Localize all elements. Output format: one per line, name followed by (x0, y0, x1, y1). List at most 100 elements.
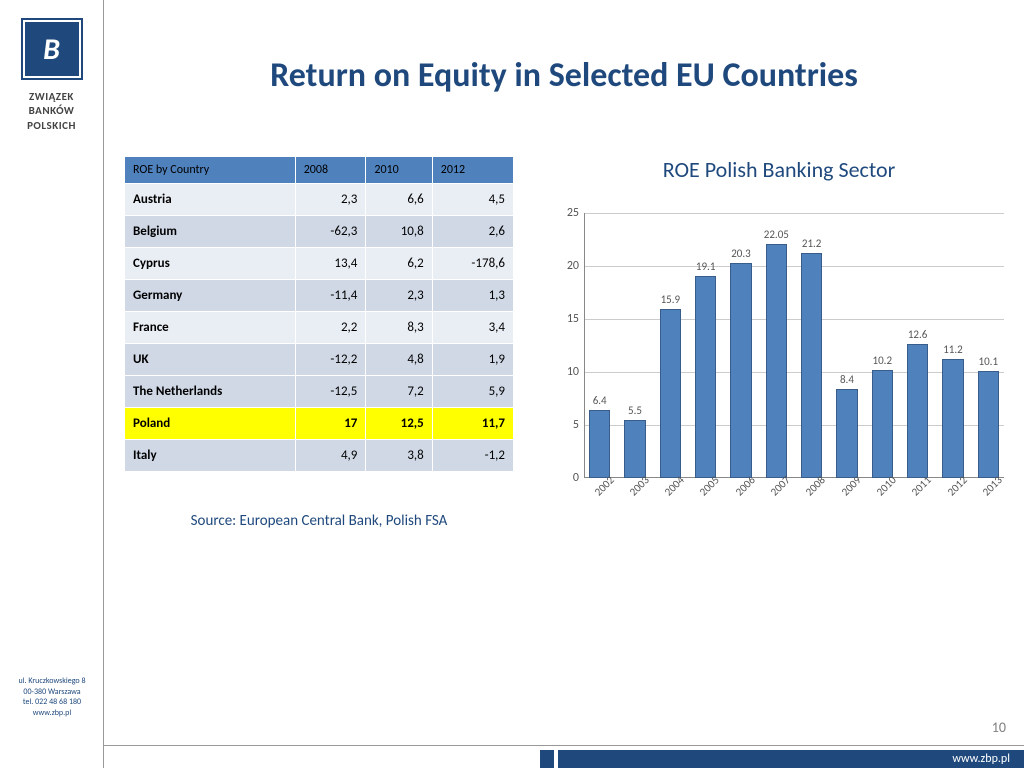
bar-value-label: 19.1 (696, 260, 716, 273)
bar-value-label: 11.2 (943, 343, 963, 356)
value-cell: -178,6 (432, 248, 513, 280)
country-cell: Belgium (125, 216, 296, 248)
bar-rect (801, 253, 822, 478)
table-row: UK-12,24,81,9 (125, 344, 514, 376)
table-header-cell: 2010 (366, 157, 432, 184)
bar-value-label: 22.05 (764, 228, 789, 241)
table-row: Belgium-62,310,82,6 (125, 216, 514, 248)
bar: 15.92004 (655, 213, 686, 478)
bar-rect (589, 410, 610, 478)
chart-title: ROE Polish Banking Sector (544, 156, 1014, 183)
bar-value-label: 6.4 (593, 394, 607, 407)
country-cell: The Netherlands (125, 376, 296, 408)
page-title: Return on Equity in Selected EU Countrie… (114, 55, 1014, 96)
chart-area: ROE Polish Banking Sector 6.420025.52003… (544, 156, 1014, 530)
value-cell: 1,3 (432, 280, 513, 312)
y-axis-label: 15 (544, 312, 579, 326)
bar-rect (766, 244, 787, 478)
bar: 5.52003 (619, 213, 650, 478)
table-row: The Netherlands-12,57,25,9 (125, 376, 514, 408)
value-cell: 2,2 (295, 312, 366, 344)
country-cell: Germany (125, 280, 296, 312)
roe-bar-chart: 6.420025.5200315.9200419.1200520.3200622… (544, 203, 1014, 523)
address-block: ul. Kruczkowskiego 8 00-380 Warszawa tel… (0, 676, 104, 718)
value-cell: 10,8 (366, 216, 432, 248)
value-cell: -62,3 (295, 216, 366, 248)
bar-rect (695, 276, 716, 478)
address-line: tel. 022 48 68 180 (0, 697, 104, 707)
value-cell: 2,3 (366, 280, 432, 312)
address-line: 00-380 Warszawa (0, 687, 104, 697)
bar: 10.22010 (867, 213, 898, 478)
value-cell: 8,3 (366, 312, 432, 344)
table-header-cell: 2012 (432, 157, 513, 184)
country-cell: Cyprus (125, 248, 296, 280)
table-header-cell: ROE by Country (125, 157, 296, 184)
value-cell: 17 (295, 408, 366, 440)
y-axis-label: 10 (544, 365, 579, 379)
bar-value-label: 10.2 (873, 354, 893, 367)
bar-rect (872, 370, 893, 478)
table-row: Austria2,36,64,5 (125, 184, 514, 216)
country-cell: France (125, 312, 296, 344)
y-axis-label: 0 (544, 471, 579, 485)
bar-value-label: 8.4 (840, 373, 854, 386)
bar-rect (978, 371, 999, 478)
sidebar: Β ZWIĄZEK BANKÓW POLSKICH ul. Kruczkowsk… (0, 0, 104, 768)
value-cell: 7,2 (366, 376, 432, 408)
bar: 6.42002 (584, 213, 615, 478)
source-text: Source: European Central Bank, Polish FS… (124, 512, 514, 530)
roe-table: ROE by Country200820102012 Austria2,36,6… (124, 156, 514, 472)
bar: 12.62011 (902, 213, 933, 478)
bar-rect (624, 420, 645, 478)
footer-divider (104, 745, 1024, 746)
page-number: 10 (992, 719, 1006, 736)
footer-url: www.zbp.pl (952, 752, 1010, 766)
bar-rect (942, 359, 963, 478)
value-cell: 6,2 (366, 248, 432, 280)
bar-value-label: 15.9 (661, 293, 681, 306)
value-cell: -11,4 (295, 280, 366, 312)
value-cell: -12,2 (295, 344, 366, 376)
table-row: Italy4,93,8-1,2 (125, 440, 514, 472)
bar-value-label: 21.2 (802, 237, 822, 250)
value-cell: 12,5 (366, 408, 432, 440)
y-axis-label: 5 (544, 418, 579, 432)
bar-value-label: 5.5 (628, 404, 642, 417)
bar: 8.42009 (831, 213, 862, 478)
bar-rect (907, 344, 928, 478)
value-cell: 11,7 (432, 408, 513, 440)
value-cell: 4,9 (295, 440, 366, 472)
org-line: BANKÓW (0, 104, 103, 118)
bar: 21.22008 (796, 213, 827, 478)
value-cell: 6,6 (366, 184, 432, 216)
table-row: Cyprus13,46,2-178,6 (125, 248, 514, 280)
country-cell: UK (125, 344, 296, 376)
country-cell: Austria (125, 184, 296, 216)
table-row: Germany-11,42,31,3 (125, 280, 514, 312)
country-cell: Italy (125, 440, 296, 472)
value-cell: 2,6 (432, 216, 513, 248)
bar: 19.12005 (690, 213, 721, 478)
y-axis-label: 20 (544, 259, 579, 273)
bar-rect (730, 263, 751, 478)
bar: 22.052007 (761, 213, 792, 478)
bar-value-label: 20.3 (731, 247, 751, 260)
footer-bar: www.zbp.pl (564, 750, 1024, 768)
main-content: Return on Equity in Selected EU Countrie… (104, 0, 1024, 768)
address-line: www.zbp.pl (0, 708, 104, 718)
org-line: ZWIĄZEK (0, 90, 103, 104)
table-row: Poland1712,511,7 (125, 408, 514, 440)
table-header-cell: 2008 (295, 157, 366, 184)
value-cell: -1,2 (432, 440, 513, 472)
value-cell: 13,4 (295, 248, 366, 280)
bar: 20.32006 (725, 213, 756, 478)
bar-rect (836, 389, 857, 478)
table-row: France2,28,33,4 (125, 312, 514, 344)
value-cell: 1,9 (432, 344, 513, 376)
value-cell: 2,3 (295, 184, 366, 216)
bar-rect (660, 309, 681, 478)
address-line: ul. Kruczkowskiego 8 (0, 676, 104, 686)
value-cell: -12,5 (295, 376, 366, 408)
logo: Β (23, 20, 81, 78)
